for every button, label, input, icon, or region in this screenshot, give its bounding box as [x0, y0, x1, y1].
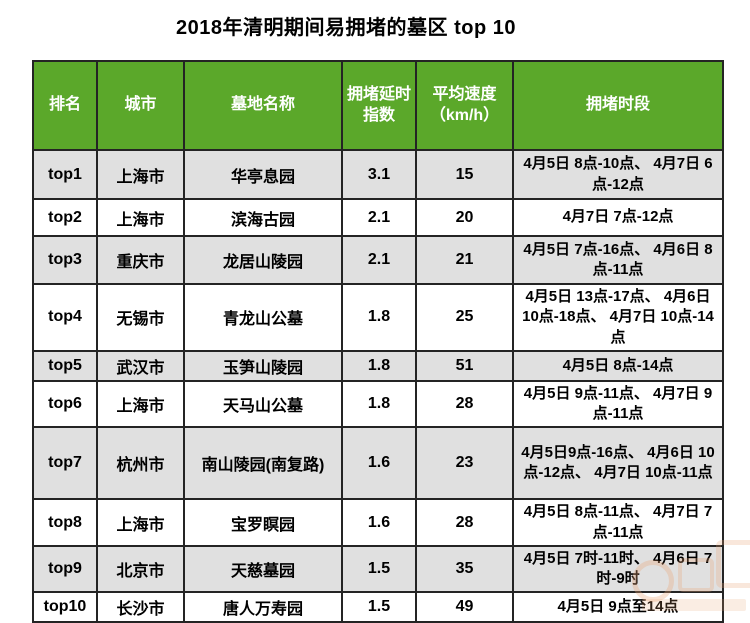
avg-speed-cell: 21 — [415, 235, 514, 285]
delay-index-cell: 1.5 — [341, 591, 417, 623]
column-header-city: 城市 — [96, 60, 185, 151]
delay-index-cell: 2.1 — [341, 235, 417, 285]
periods-cell: 4月5日 9点-11点、 4月7日 9点-11点 — [512, 379, 724, 429]
cemetery-cell: 滨海古园 — [183, 198, 343, 237]
table-row: top4 无锡市 青龙山公墓 1.8 25 4月5日 13点-17点、 4月6日… — [32, 283, 724, 352]
delay-index-cell: 1.6 — [341, 426, 417, 501]
avg-speed-cell: 51 — [415, 349, 514, 382]
column-header-cemetery: 墓地名称 — [183, 60, 343, 151]
delay-index-cell: 2.1 — [341, 198, 417, 237]
cemetery-cell: 唐人万寿园 — [183, 591, 343, 623]
column-header-periods: 拥堵时段 — [512, 60, 724, 151]
table-row: top3 重庆市 龙居山陵园 2.1 21 4月5日 7点-16点、 4月6日 … — [32, 235, 724, 285]
periods-cell: 4月5日9点-16点、 4月6日 10点-12点、 4月7日 10点-11点 — [512, 426, 724, 501]
column-header-avg-speed: 平均速度（km/h） — [415, 60, 514, 151]
city-cell: 武汉市 — [96, 349, 185, 382]
delay-index-cell: 1.5 — [341, 544, 417, 594]
table-row: top9 北京市 天慈墓园 1.5 35 4月5日 7时-11时、 4月6日 7… — [32, 544, 724, 594]
avg-speed-cell: 25 — [415, 283, 514, 352]
rank-cell: top6 — [32, 379, 98, 429]
city-cell: 无锡市 — [96, 283, 185, 352]
page-title: 2018年清明期间易拥堵的墓区 top 10 — [176, 17, 516, 39]
delay-index-cell: 1.8 — [341, 283, 417, 352]
periods-cell: 4月5日 8点-11点、 4月7日 7点-11点 — [512, 498, 724, 547]
periods-cell: 4月5日 7时-11时、 4月6日 7时-9时 — [512, 544, 724, 594]
rank-cell: top9 — [32, 544, 98, 594]
avg-speed-cell: 23 — [415, 426, 514, 501]
rank-cell: top1 — [32, 149, 98, 200]
avg-speed-cell: 49 — [415, 591, 514, 623]
city-cell: 北京市 — [96, 544, 185, 594]
cemetery-cell: 宝罗瞑园 — [183, 498, 343, 547]
rank-cell: top10 — [32, 591, 98, 623]
avg-speed-cell: 15 — [415, 149, 514, 200]
cemetery-cell: 青龙山公墓 — [183, 283, 343, 352]
city-cell: 上海市 — [96, 149, 185, 200]
cemetery-cell: 南山陵园(南复路) — [183, 426, 343, 501]
cemetery-cell: 天慈墓园 — [183, 544, 343, 594]
periods-cell: 4月5日 8点-14点 — [512, 349, 724, 382]
column-header-rank: 排名 — [32, 60, 98, 151]
delay-index-cell: 1.8 — [341, 349, 417, 382]
table-row: top2 上海市 滨海古园 2.1 20 4月7日 7点-12点 — [32, 198, 724, 237]
city-cell: 杭州市 — [96, 426, 185, 501]
avg-speed-cell: 28 — [415, 498, 514, 547]
header-row: 排名 城市 墓地名称 拥堵延时指数 平均速度（km/h） 拥堵时段 — [32, 60, 724, 151]
city-cell: 上海市 — [96, 498, 185, 547]
periods-cell: 4月7日 7点-12点 — [512, 198, 724, 237]
congestion-table: 排名 城市 墓地名称 拥堵延时指数 平均速度（km/h） 拥堵时段 top1 上… — [32, 60, 724, 623]
avg-speed-cell: 20 — [415, 198, 514, 237]
city-cell: 长沙市 — [96, 591, 185, 623]
rank-cell: top2 — [32, 198, 98, 237]
city-cell: 上海市 — [96, 198, 185, 237]
column-header-delay-index: 拥堵延时指数 — [341, 60, 417, 151]
rank-cell: top8 — [32, 498, 98, 547]
periods-cell: 4月5日 9点至14点 — [512, 591, 724, 623]
table-row: top8 上海市 宝罗瞑园 1.6 28 4月5日 8点-11点、 4月7日 7… — [32, 498, 724, 547]
cemetery-cell: 玉笋山陵园 — [183, 349, 343, 382]
table-row: top5 武汉市 玉笋山陵园 1.8 51 4月5日 8点-14点 — [32, 349, 724, 382]
delay-index-cell: 1.6 — [341, 498, 417, 547]
delay-index-cell: 3.1 — [341, 149, 417, 200]
periods-cell: 4月5日 7点-16点、 4月6日 8点-11点 — [512, 235, 724, 285]
table-row: top6 上海市 天马山公墓 1.8 28 4月5日 9点-11点、 4月7日 … — [32, 379, 724, 429]
city-cell: 上海市 — [96, 379, 185, 429]
delay-index-cell: 1.8 — [341, 379, 417, 429]
avg-speed-cell: 28 — [415, 379, 514, 429]
table-row: top10 长沙市 唐人万寿园 1.5 49 4月5日 9点至14点 — [32, 591, 724, 623]
rank-cell: top7 — [32, 426, 98, 501]
cemetery-cell: 天马山公墓 — [183, 379, 343, 429]
cemetery-cell: 龙居山陵园 — [183, 235, 343, 285]
periods-cell: 4月5日 8点-10点、 4月7日 6点-12点 — [512, 149, 724, 200]
periods-cell: 4月5日 13点-17点、 4月6日 10点-18点、 4月7日 10点-14点 — [512, 283, 724, 352]
cemetery-cell: 华亭息园 — [183, 149, 343, 200]
rank-cell: top4 — [32, 283, 98, 352]
avg-speed-cell: 35 — [415, 544, 514, 594]
rank-cell: top5 — [32, 349, 98, 382]
rank-cell: top3 — [32, 235, 98, 285]
table-row: top1 上海市 华亭息园 3.1 15 4月5日 8点-10点、 4月7日 6… — [32, 149, 724, 200]
table-row: top7 杭州市 南山陵园(南复路) 1.6 23 4月5日9点-16点、 4月… — [32, 426, 724, 501]
city-cell: 重庆市 — [96, 235, 185, 285]
